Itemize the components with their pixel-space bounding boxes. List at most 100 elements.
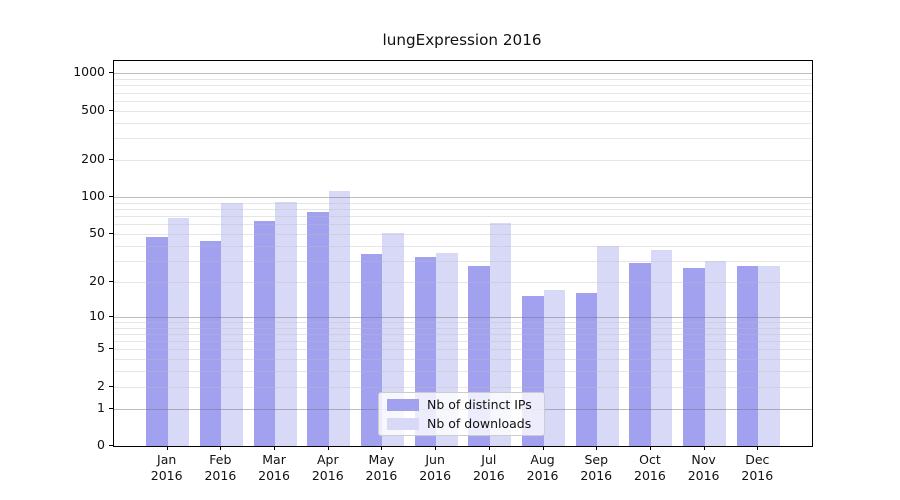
bar-downloads bbox=[650, 249, 673, 446]
legend: Nb of distinct IPs Nb of downloads bbox=[378, 392, 545, 436]
bar-downloads bbox=[167, 218, 190, 446]
bar-distinct-ips bbox=[736, 266, 759, 446]
x-tick-mark bbox=[220, 446, 222, 450]
minor-gridline bbox=[114, 371, 812, 373]
bar-distinct-ips bbox=[629, 262, 651, 446]
bar-downloads bbox=[597, 245, 619, 446]
y-tick-mark bbox=[109, 385, 113, 387]
bar-distinct-ips bbox=[307, 212, 329, 446]
y-tick-label: 500 bbox=[81, 101, 105, 117]
y-tick-mark bbox=[109, 109, 113, 111]
minor-gridline bbox=[114, 233, 812, 235]
x-tick-label: Sep 2016 bbox=[580, 452, 613, 483]
minor-gridline bbox=[114, 160, 812, 162]
x-tick-label: Nov 2016 bbox=[687, 452, 720, 483]
x-tick-mark bbox=[703, 446, 705, 450]
y-tick-label: 5 bbox=[97, 340, 105, 356]
y-tick-label: 1 bbox=[97, 399, 105, 415]
y-tick-mark bbox=[109, 315, 113, 317]
x-tick-label: Feb 2016 bbox=[204, 452, 237, 483]
y-tick-mark bbox=[109, 407, 113, 409]
y-tick-mark bbox=[109, 445, 113, 446]
x-tick-mark bbox=[435, 446, 437, 450]
x-tick-mark bbox=[649, 446, 651, 450]
x-tick-mark bbox=[327, 446, 329, 450]
bar-downloads bbox=[704, 260, 727, 446]
bar-distinct-ips bbox=[253, 220, 276, 446]
legend-swatch-distinct-ips bbox=[387, 398, 419, 411]
legend-swatch-downloads bbox=[387, 417, 419, 430]
bar-distinct-ips bbox=[199, 240, 222, 446]
x-tick-mark bbox=[596, 446, 598, 450]
minor-gridline bbox=[114, 349, 812, 351]
minor-gridline bbox=[114, 216, 812, 218]
y-tick-mark bbox=[109, 159, 113, 161]
minor-gridline bbox=[114, 359, 812, 361]
x-tick-mark bbox=[488, 446, 490, 450]
y-tick-label: 1000 bbox=[73, 64, 105, 80]
minor-gridline bbox=[114, 341, 812, 343]
x-tick-label: Dec 2016 bbox=[741, 452, 774, 483]
bar-distinct-ips bbox=[360, 254, 383, 446]
legend-label-downloads: Nb of downloads bbox=[427, 416, 532, 431]
minor-gridline bbox=[114, 333, 812, 335]
y-tick-mark bbox=[109, 72, 113, 74]
major-gridline bbox=[114, 197, 812, 199]
minor-gridline bbox=[114, 85, 812, 87]
minor-gridline bbox=[114, 122, 812, 124]
x-tick-mark bbox=[757, 446, 759, 450]
minor-gridline bbox=[114, 386, 812, 388]
legend-label-distinct-ips: Nb of distinct IPs bbox=[427, 397, 532, 412]
y-tick-label: 100 bbox=[81, 188, 105, 204]
minor-gridline bbox=[114, 327, 812, 329]
y-tick-label: 200 bbox=[81, 151, 105, 167]
bar-downloads bbox=[758, 266, 780, 446]
y-tick-label: 20 bbox=[89, 272, 105, 288]
x-tick-label: May 2016 bbox=[365, 452, 398, 483]
legend-item-distinct-ips: Nb of distinct IPs bbox=[387, 397, 536, 412]
minor-gridline bbox=[114, 260, 812, 262]
plot-area bbox=[113, 60, 813, 447]
y-tick-label: 10 bbox=[89, 307, 105, 323]
minor-gridline bbox=[114, 202, 812, 204]
minor-gridline bbox=[114, 245, 812, 247]
bar-downloads bbox=[328, 190, 351, 446]
minor-gridline bbox=[114, 321, 812, 323]
minor-gridline bbox=[114, 138, 812, 140]
minor-gridline bbox=[114, 281, 812, 283]
bar-downloads bbox=[275, 201, 297, 446]
y-tick-mark bbox=[109, 348, 113, 350]
legend-item-downloads: Nb of downloads bbox=[387, 416, 536, 431]
chart-title: lungExpression 2016 bbox=[382, 31, 542, 49]
x-tick-label: Jan 2016 bbox=[150, 452, 183, 483]
x-tick-label: Mar 2016 bbox=[258, 452, 290, 483]
x-tick-mark bbox=[166, 446, 168, 450]
y-tick-mark bbox=[109, 196, 113, 198]
y-tick-label: 50 bbox=[89, 224, 105, 240]
bar-distinct-ips bbox=[575, 293, 598, 446]
y-tick-label: 2 bbox=[97, 377, 105, 393]
x-tick-label: Jun 2016 bbox=[419, 452, 452, 483]
y-tick-mark bbox=[109, 232, 113, 234]
bar-downloads bbox=[221, 202, 243, 446]
minor-gridline bbox=[114, 79, 812, 81]
x-tick-label: Aug 2016 bbox=[526, 452, 559, 483]
minor-gridline bbox=[114, 100, 812, 102]
x-tick-label: Oct 2016 bbox=[634, 452, 666, 483]
minor-gridline bbox=[114, 209, 812, 211]
x-tick-mark bbox=[381, 446, 383, 450]
minor-gridline bbox=[114, 224, 812, 226]
bar-downloads bbox=[489, 222, 512, 446]
minor-gridline bbox=[114, 110, 812, 112]
bar-distinct-ips bbox=[146, 237, 168, 446]
x-tick-label: Jul 2016 bbox=[472, 452, 505, 483]
x-tick-mark bbox=[542, 446, 544, 450]
major-gridline bbox=[114, 73, 812, 75]
y-tick-label: 0 bbox=[97, 437, 105, 452]
major-gridline bbox=[114, 316, 812, 318]
x-tick-mark bbox=[274, 446, 276, 450]
bar-downloads bbox=[543, 290, 566, 446]
bar-distinct-ips bbox=[683, 268, 705, 446]
y-tick-mark bbox=[109, 280, 113, 282]
